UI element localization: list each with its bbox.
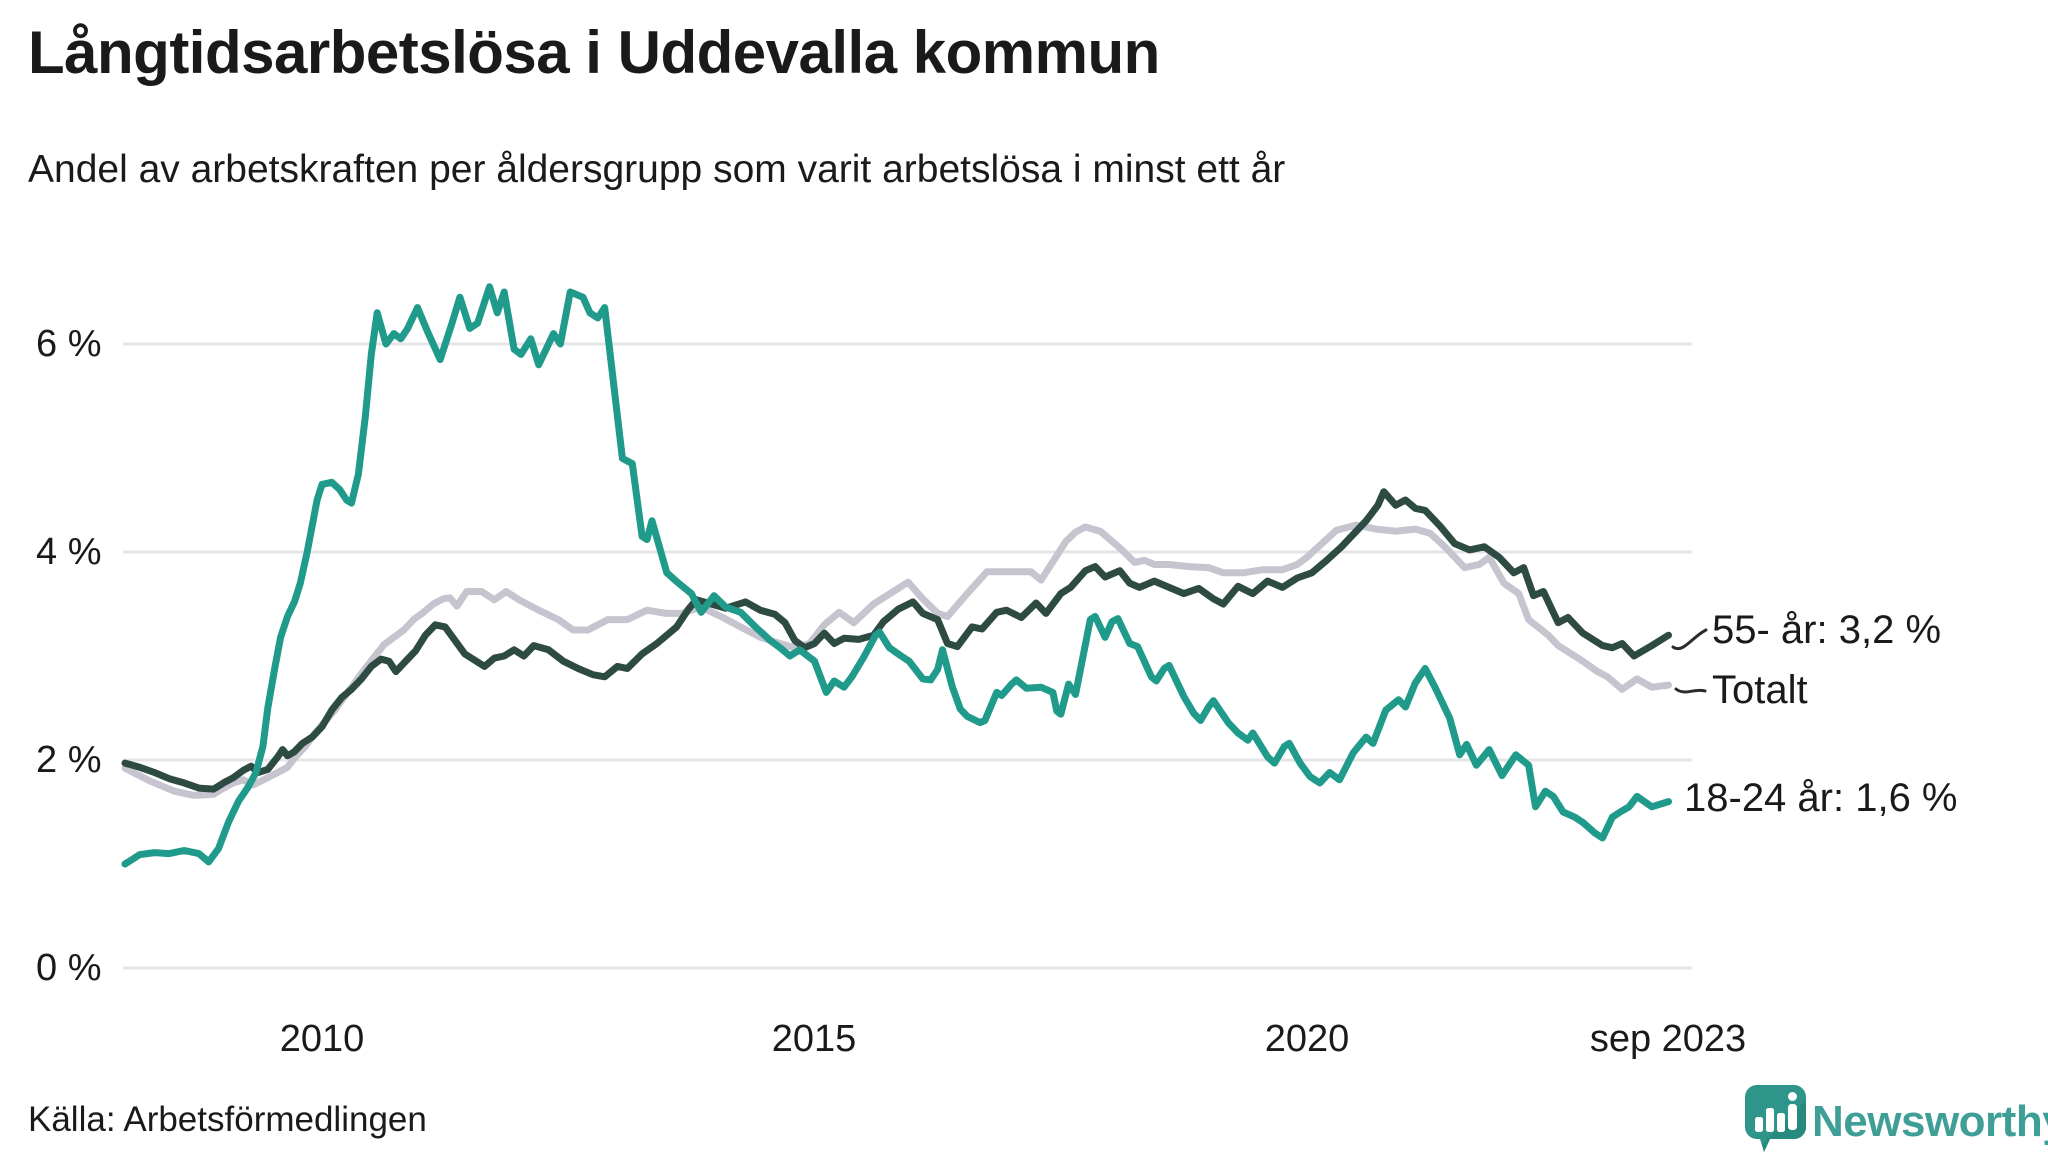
series-label-55-ar: 55- år: 3,2 % [1712,608,1942,652]
chart-subtitle: Andel av arbetskraften per åldersgrupp s… [28,148,1286,191]
page-title: Långtidsarbetslösa i Uddevalla kommun [28,19,1160,86]
y-axis-tick-6: 6 % [36,323,102,365]
y-axis-tick-2: 2 % [36,739,102,781]
x-axis-tick-sep-2023: sep 2023 [1589,1018,1747,1060]
source-note: Källa: Arbetsförmedlingen [28,1100,427,1139]
y-axis-tick-0: 0 % [36,947,102,989]
series-label-totalt: Totalt [1712,668,1808,712]
x-axis-tick-2020: 2020 [1264,1018,1350,1060]
newsworthy-logo-icon [1745,1085,1806,1152]
brand-name: Newsworthy [1812,1097,2048,1146]
y-axis-tick-4: 4 % [36,531,102,573]
x-axis-tick-2015: 2015 [771,1018,857,1060]
x-axis-tick-2010: 2010 [279,1018,365,1060]
series-label-18-24-ar: 18-24 år: 1,6 % [1684,776,1958,820]
